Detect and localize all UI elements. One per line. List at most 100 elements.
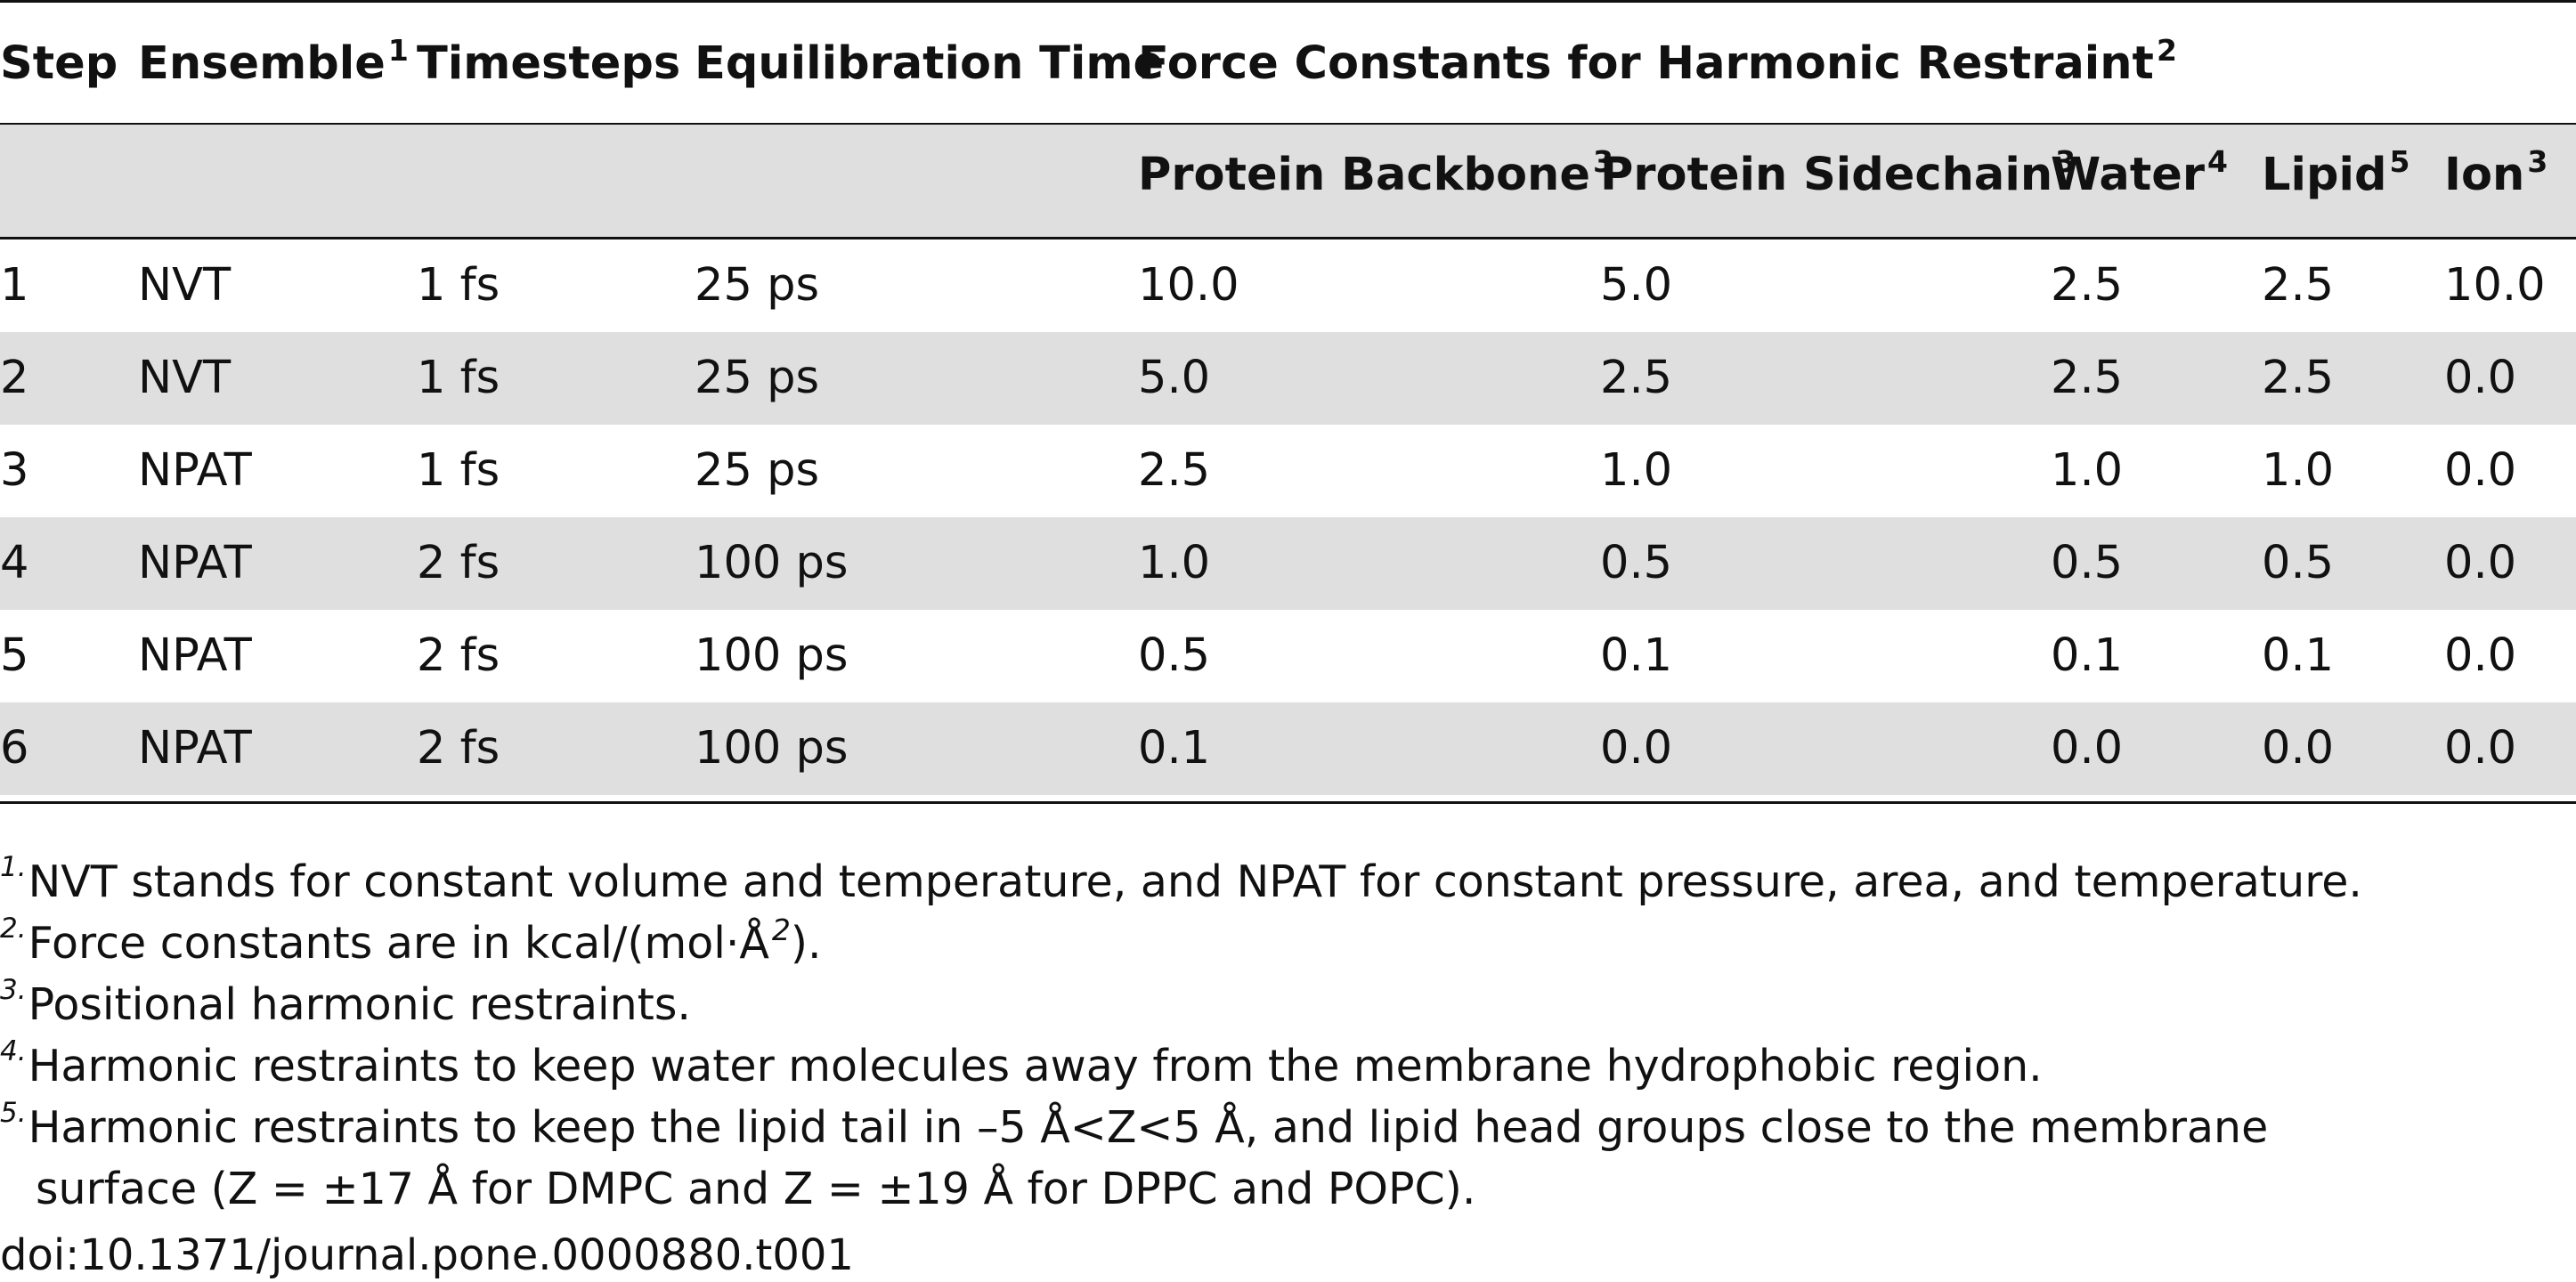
table-cell-text: 25 ps <box>695 259 820 312</box>
subcolumn-header-footnote-ref: 3 <box>1592 143 1613 179</box>
table-cell: NPAT <box>138 629 252 683</box>
table-cell-text: 5.0 <box>1138 352 1211 404</box>
table-cell: 2.5 <box>2262 352 2334 405</box>
subcolumn-header-text: Protein Backbone <box>1138 149 1590 201</box>
table-cell: 1 fs <box>417 352 500 405</box>
table-cell: 0.0 <box>2444 352 2516 405</box>
row-band <box>0 517 2576 610</box>
table-cell: 1.0 <box>1600 444 1672 498</box>
column-header: Ensemble1 <box>138 36 409 91</box>
footnote-text: Force constants are in kcal/(mol·Å <box>28 918 769 969</box>
table-cell-text: 100 ps <box>695 537 849 589</box>
row-band <box>0 332 2576 425</box>
table-cell-text: 1.0 <box>2262 444 2335 497</box>
table-cell-text: NPAT <box>138 722 252 775</box>
table-cell: 0.0 <box>2444 444 2516 498</box>
table-cell: 100 ps <box>695 629 849 683</box>
table-cell: 0.0 <box>2051 722 2123 775</box>
table-cell: 0.1 <box>1600 629 1672 683</box>
table-cell-text: 25 ps <box>695 444 820 497</box>
table-cell: 1.0 <box>1138 537 1210 590</box>
table-cell-text: 0.5 <box>1600 537 1673 589</box>
table-cell-text: 2 <box>0 352 29 404</box>
table-cell-text: 5 <box>0 629 29 682</box>
table-cell-text: 2.5 <box>1600 352 1673 404</box>
table-cell-text: 0.1 <box>2262 629 2335 682</box>
doi-label: doi:10.1371/journal.pone.0000880.t001 <box>0 1230 854 1280</box>
table-cell: 3 <box>0 444 28 498</box>
column-header-text: Force Constants for Harmonic Restraint <box>1138 37 2154 90</box>
table-cell: 5.0 <box>1138 352 1210 405</box>
table-cell: 25 ps <box>695 444 819 498</box>
table-cell: 0.5 <box>2262 537 2334 590</box>
footnote-marker: 2. <box>0 912 27 945</box>
table-cell-text: 25 ps <box>695 352 820 404</box>
table-cell-text: 2.5 <box>2262 352 2335 404</box>
table-cell-text: 1 fs <box>417 444 500 497</box>
table-cell-text: 4 <box>0 537 29 589</box>
subcolumn-header-footnote-ref: 3 <box>2527 143 2548 179</box>
table-cell-text: 0.0 <box>2444 444 2517 497</box>
table-cell: 0.5 <box>1600 537 1672 590</box>
table-cell: NVT <box>138 259 231 312</box>
table-cell: 0.0 <box>1600 722 1672 775</box>
table-cell: 100 ps <box>695 537 849 590</box>
footnote-marker: 3. <box>0 973 27 1006</box>
footnote: 1.NVT stands for constant volume and tem… <box>0 853 2362 909</box>
table-cell: 0.1 <box>2262 629 2334 683</box>
table-cell: 5 <box>0 629 28 683</box>
footnote-marker: 4. <box>0 1035 27 1067</box>
table-cell-text: 2 fs <box>417 629 500 682</box>
table-cell: 5.0 <box>1600 259 1672 312</box>
table-cell: 2.5 <box>2051 352 2123 405</box>
header-rule-left <box>0 123 1131 125</box>
table-cell: 2.5 <box>1600 352 1672 405</box>
table-cell-text: 2.5 <box>2051 352 2124 404</box>
table-cell: 0.1 <box>2051 629 2123 683</box>
table-cell: 2 fs <box>417 537 500 590</box>
column-header: Force Constants for Harmonic Restraint2 <box>1138 36 2177 91</box>
table-cell-text: 0.1 <box>1600 629 1673 682</box>
top-rule <box>0 0 2576 3</box>
subcolumn-header-text: Ion <box>2444 149 2525 201</box>
table-cell-text: 0.1 <box>2051 629 2124 682</box>
subcolumn-header-text: Water <box>2051 149 2205 201</box>
table-cell-text: NPAT <box>138 537 252 589</box>
header-rule-right <box>1131 123 2576 125</box>
subcolumn-header: Protein Backbone3 <box>1138 147 1613 202</box>
column-header: Timesteps <box>417 37 680 91</box>
footnote: 5.Harmonic restraints to keep the lipid … <box>0 1099 2268 1155</box>
table-cell-text: 10.0 <box>1138 259 1239 312</box>
table-cell: 4 <box>0 537 28 590</box>
table-cell: 0.5 <box>1138 629 1210 683</box>
table-cell: 0.0 <box>2444 537 2516 590</box>
table-cell: 25 ps <box>695 352 819 405</box>
footnote-text: Harmonic restraints to keep water molecu… <box>28 1041 2043 1091</box>
table-cell-text: 1.0 <box>1138 537 1211 589</box>
column-header-text: Timesteps <box>417 37 681 90</box>
table-cell-text: 1 <box>0 259 29 312</box>
table-cell-text: 0.5 <box>2262 537 2335 589</box>
subheader-band <box>0 125 2576 237</box>
footnote-continuation: surface (Z = ±17 Å for DMPC and Z = ±19 … <box>36 1164 1476 1214</box>
table-cell: 0.5 <box>2051 537 2123 590</box>
table-cell: 0.0 <box>2444 722 2516 775</box>
table-cell: 0.0 <box>2444 629 2516 683</box>
subcolumn-header: Ion3 <box>2444 147 2548 202</box>
table-cell: 1 fs <box>417 444 500 498</box>
footnote: 2.Force constants are in kcal/(mol·Å2). <box>0 914 822 970</box>
column-header-text: Ensemble <box>138 37 386 90</box>
footnote-marker: 5. <box>0 1096 27 1129</box>
table-cell: 2.5 <box>1138 444 1210 498</box>
table-cell-text: 0.0 <box>2444 537 2517 589</box>
column-header: Step <box>0 37 118 91</box>
table-cell: NPAT <box>138 537 252 590</box>
column-header-footnote-ref: 1 <box>387 32 409 68</box>
table-cell-text: 0.5 <box>2051 537 2124 589</box>
table-cell: 1 <box>0 259 28 312</box>
footnote-superscript: 2 <box>771 912 791 947</box>
table-cell-text: 2.5 <box>2262 259 2335 312</box>
table-cell-text: 0.0 <box>2444 352 2517 404</box>
table-cell: 10.0 <box>1138 259 1239 312</box>
